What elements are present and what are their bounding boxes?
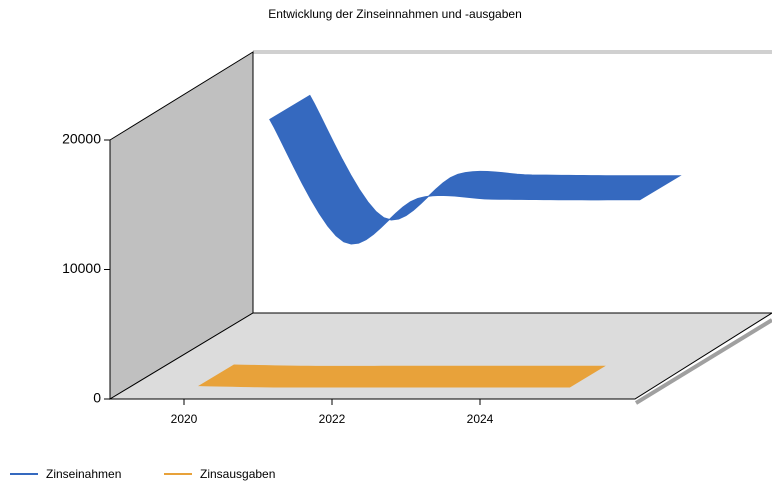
legend-label: Zinsausgaben: [200, 467, 275, 481]
y-tick-label: 0: [93, 390, 101, 406]
y-tick-label: 20000: [62, 131, 101, 147]
x-tick-label: 2020: [171, 412, 198, 426]
series-ribbon: [197, 364, 606, 388]
y-tick-label: 10000: [62, 260, 101, 276]
legend-label: Zinseinahmen: [46, 467, 121, 481]
chart-title: Entwicklung der Zinseinnahmen und -ausga…: [268, 7, 522, 21]
floor-shadow: [634, 318, 772, 405]
x-tick-label: 2022: [319, 412, 346, 426]
series-ribbon: [269, 94, 682, 245]
x-tick-label: 2024: [467, 412, 494, 426]
